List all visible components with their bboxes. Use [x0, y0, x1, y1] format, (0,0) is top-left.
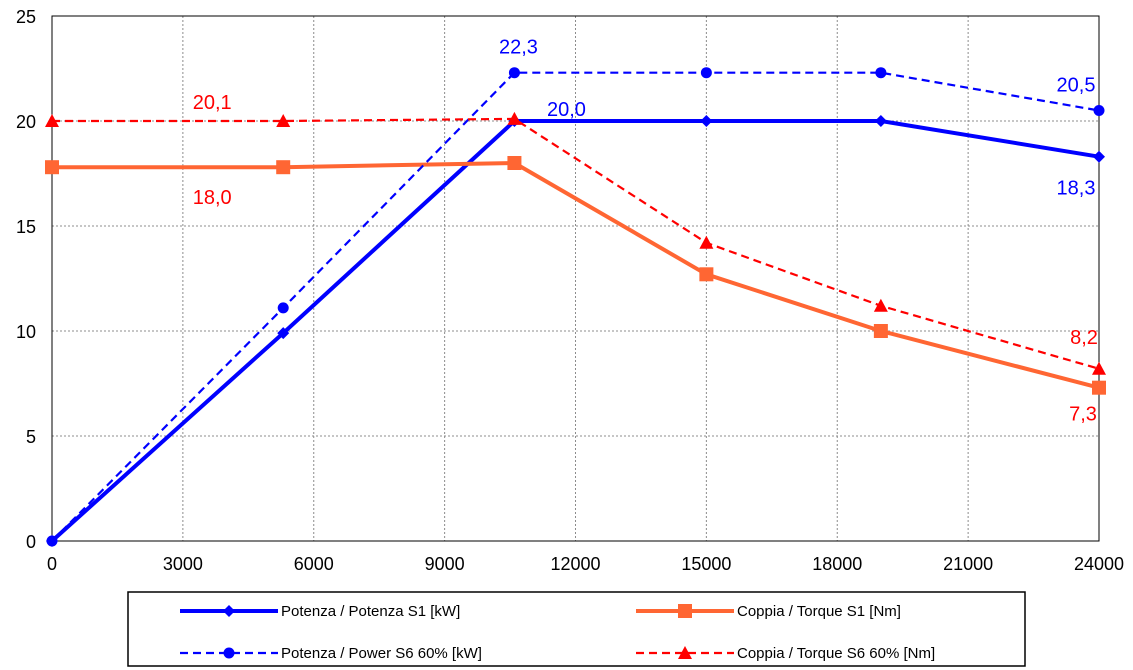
x-axis-tick-labels: 0 3000 6000 9000 12000 15000 18000 21000 24000 [47, 554, 1124, 574]
data-point-marker [223, 605, 235, 617]
data-point-marker [874, 115, 887, 127]
data-label: 18,0 [193, 187, 232, 209]
legend-item: Potenza / Power S6 60% [kW] [180, 645, 482, 662]
legend-item: Potenza / Potenza S1 [kW] [180, 603, 460, 620]
data-point-marker [1092, 380, 1106, 395]
data-point-marker [1092, 361, 1106, 375]
x-tick-label: 9000 [425, 554, 465, 574]
data-point-marker [276, 160, 291, 175]
data-point-marker [873, 298, 888, 312]
data-point-marker [699, 267, 714, 282]
series-line [52, 161, 1100, 390]
data-point-marker [700, 67, 712, 79]
data-label: 8,2 [1070, 327, 1098, 349]
data-point-marker [507, 111, 522, 125]
data-point-marker [223, 647, 235, 659]
x-tick-label: 6000 [294, 554, 334, 574]
series-group [45, 67, 1106, 547]
series-3 [46, 67, 1105, 547]
data-point-marker [873, 324, 888, 338]
x-tick-label: 0 [47, 554, 57, 574]
data-point-marker [277, 302, 289, 314]
legend-label: Potenza / Potenza S1 [kW] [281, 603, 460, 620]
data-point-marker [875, 67, 887, 79]
series-line [51, 71, 1100, 542]
legend: Potenza / Potenza S1 [kW] Coppia / Torque… [127, 591, 1026, 667]
data-point-marker [507, 156, 522, 170]
x-tick-label: 3000 [163, 554, 203, 574]
legend-item: Coppia / Torque S1 [Nm] [636, 603, 901, 620]
x-tick-label: 15000 [681, 554, 731, 574]
y-tick-label: 10 [16, 322, 36, 342]
data-point-marker [678, 646, 692, 659]
legend-item: Coppia / Torque S6 60% [Nm] [636, 645, 935, 662]
y-axis-tick-labels: 0 5 10 15 20 25 [16, 7, 36, 552]
data-label: 20,5 [1057, 75, 1096, 97]
y-tick-label: 0 [26, 532, 36, 552]
x-tick-label: 12000 [550, 554, 600, 574]
data-label: 20,1 [193, 92, 232, 114]
data-label: 22,3 [499, 37, 538, 59]
plot-area-frame [51, 15, 1100, 542]
y-tick-label: 5 [26, 427, 36, 447]
data-point-marker [508, 67, 520, 79]
data-point-marker [276, 114, 291, 127]
data-point-marker [45, 114, 59, 127]
data-point-marker [277, 327, 290, 340]
series-line [52, 117, 1100, 370]
series-line [50, 119, 1100, 543]
y-tick-label: 25 [16, 7, 36, 27]
data-point-marker [1093, 150, 1105, 163]
y-tick-label: 15 [16, 217, 36, 237]
data-point-marker [678, 604, 692, 618]
data-labels: 22,3 20,0 20,5 18,3 20,1 18,0 8,2 7,3 [193, 37, 1098, 426]
data-label: 20,0 [547, 99, 586, 121]
data-point-marker [700, 115, 713, 127]
data-point-marker [1093, 105, 1105, 116]
series-2 [45, 156, 1106, 395]
data-point-marker [45, 160, 59, 175]
legend-label: Coppia / Torque S1 [Nm] [737, 603, 901, 620]
series-4 [45, 111, 1106, 375]
data-point-marker [699, 235, 714, 249]
x-tick-label: 21000 [943, 554, 993, 574]
x-tick-label: 18000 [812, 554, 862, 574]
data-label: 18,3 [1057, 178, 1096, 200]
y-tick-label: 20 [16, 112, 36, 132]
data-point-marker [46, 535, 58, 547]
legend-label: Potenza / Power S6 60% [kW] [281, 645, 482, 662]
data-label: 7,3 [1069, 404, 1097, 426]
x-tick-label: 24000 [1074, 554, 1124, 574]
legend-label: Coppia / Torque S6 60% [Nm] [737, 645, 935, 662]
